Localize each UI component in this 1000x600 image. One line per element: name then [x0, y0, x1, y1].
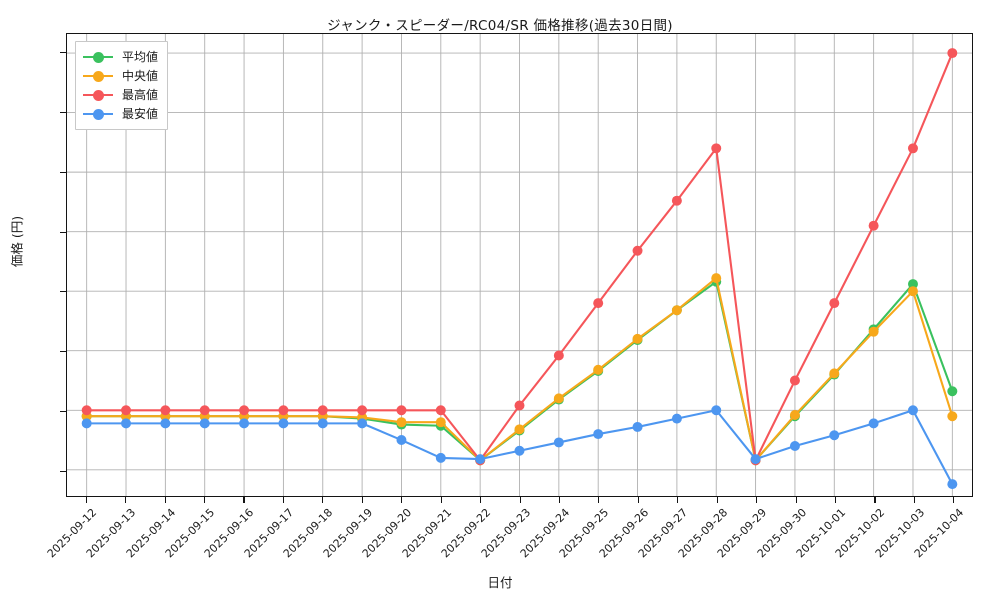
legend-item-label: 最安値	[122, 107, 159, 121]
chart-title: ジャンク・スピーダー/RC04/SR 価格推移(過去30日間)	[327, 18, 673, 34]
x-tick-mark	[677, 497, 679, 503]
x-axis-ticks: 2025-09-12 2025-09-13 2025-09-14 2025-09-15…	[0, 497, 1000, 597]
legend-item-label: 平均値	[122, 50, 159, 64]
legend-item-2[interactable]: 中央値	[83, 66, 158, 85]
chart-legend: 平均値中央値最高値最安値	[75, 41, 169, 130]
y-tick-mark	[60, 231, 66, 233]
x-tick-mark	[598, 497, 600, 503]
legend-marker-icon	[83, 50, 113, 64]
x-tick-mark	[716, 497, 718, 503]
x-tick-mark	[85, 497, 87, 503]
x-tick-mark	[164, 497, 166, 503]
legend-item-4[interactable]: 最安値	[83, 104, 158, 123]
y-tick-mark	[60, 470, 66, 472]
legend-item-3[interactable]: 最高値	[83, 85, 158, 104]
x-tick-mark	[795, 497, 797, 503]
legend-item-label: 中央値	[122, 69, 159, 83]
x-tick-mark	[361, 497, 363, 503]
x-tick-mark	[322, 497, 324, 503]
x-tick-mark	[204, 497, 206, 503]
x-tick-mark	[834, 497, 837, 503]
legend-item-label: 最高値	[122, 88, 159, 102]
y-tick-mark	[60, 410, 66, 412]
series-lines	[81, 48, 958, 490]
y-tick-mark	[60, 52, 66, 54]
legend-marker-icon	[83, 69, 113, 83]
y-tick-mark	[60, 111, 66, 114]
y-tick-mark	[60, 171, 66, 173]
x-tick-mark	[480, 497, 482, 503]
y-axis-ticks: 255075100125150175200	[0, 33, 1000, 497]
x-tick-mark	[913, 497, 915, 503]
y-tick-mark	[60, 291, 66, 293]
x-tick-mark	[637, 497, 639, 503]
x-tick-mark	[440, 497, 442, 503]
legend-item-1[interactable]: 平均値	[83, 47, 158, 66]
y-tick-mark	[60, 351, 66, 353]
x-tick-mark	[125, 497, 127, 503]
plot-area	[66, 33, 973, 497]
x-tick-mark	[243, 497, 245, 503]
x-tick-mark	[401, 497, 403, 503]
x-tick-mark	[874, 497, 876, 503]
legend-marker-icon	[83, 88, 113, 102]
x-tick-mark	[282, 497, 284, 503]
x-tick-mark	[558, 497, 561, 503]
x-tick-mark	[953, 497, 955, 503]
x-tick-mark	[756, 497, 758, 503]
x-tick-mark	[519, 497, 521, 503]
legend-marker-icon	[83, 107, 113, 121]
x-axis-label: 日付	[487, 575, 513, 590]
